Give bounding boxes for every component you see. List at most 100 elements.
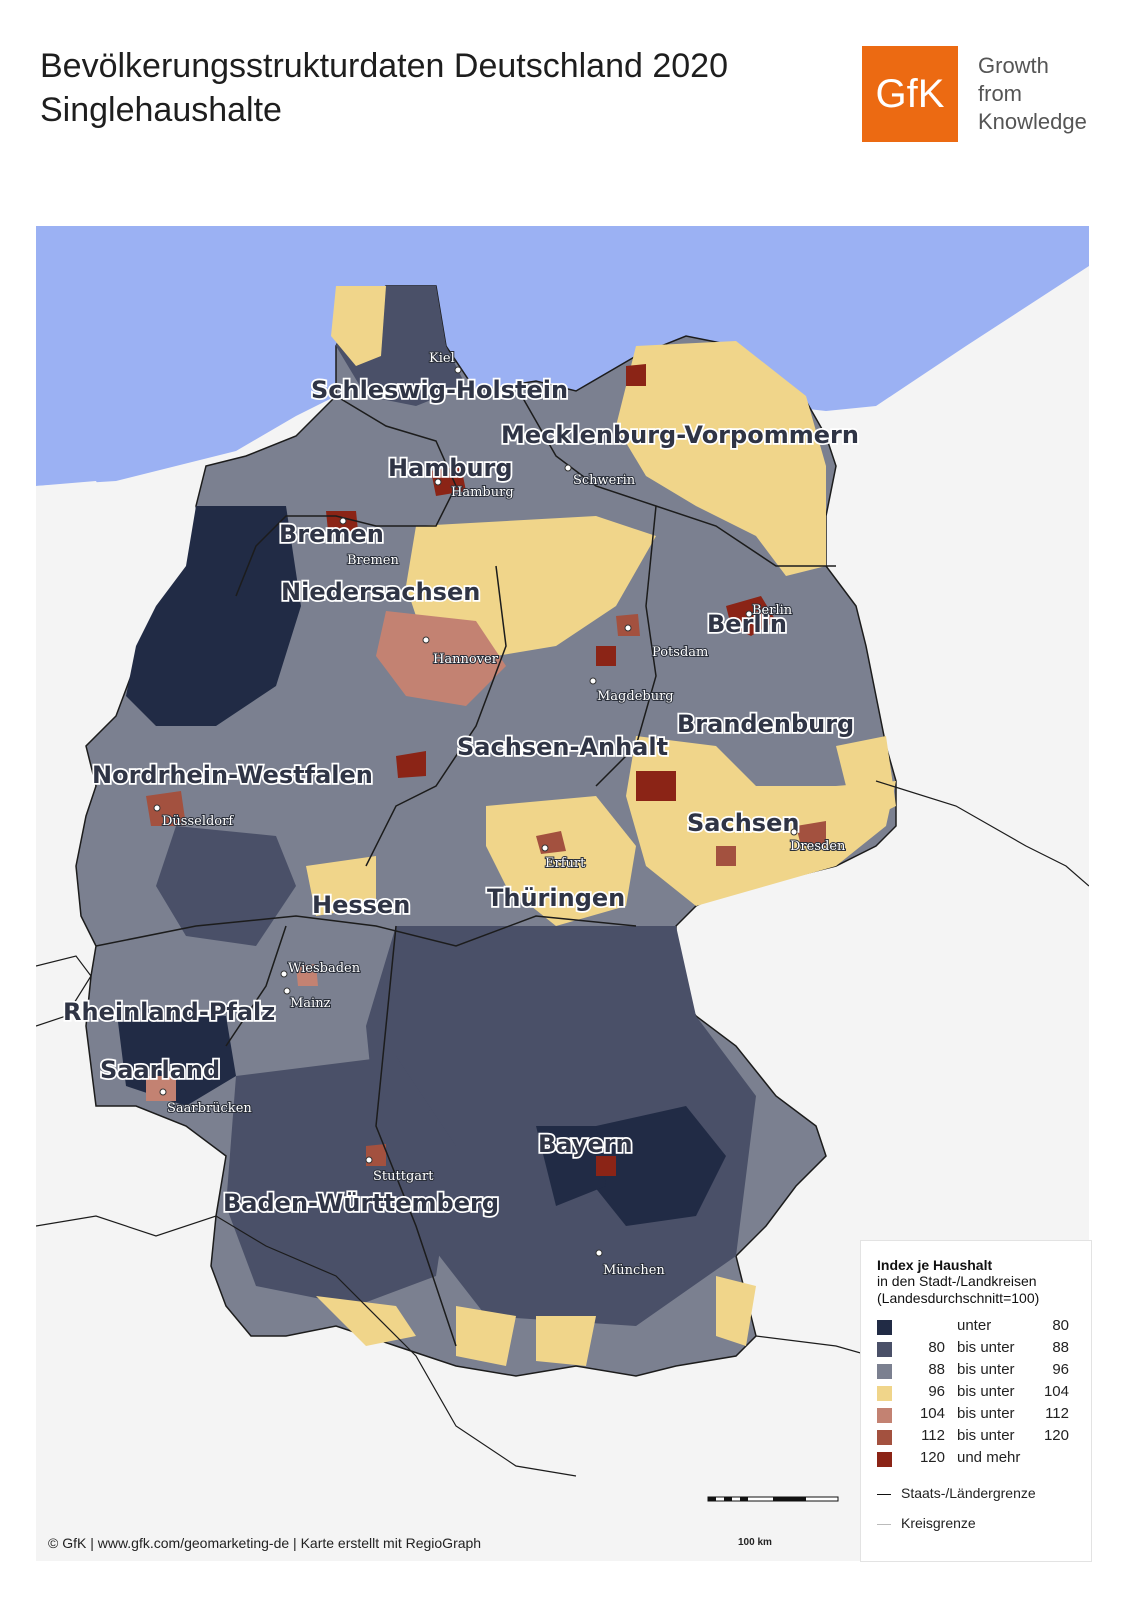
city-schwerin: Schwerin [573, 473, 636, 488]
city-dot-duesseldorf [153, 804, 161, 812]
legend-low: 112 [921, 1427, 945, 1444]
city-berlin: Berlin [752, 603, 793, 618]
legend-line-row: Staats-/Ländergrenze [877, 1485, 1077, 1515]
city-districts [146, 364, 826, 1176]
legend-low: 88 [928, 1361, 945, 1378]
legend-swatch [877, 1408, 892, 1423]
city-dot-wiesbaden [280, 970, 288, 978]
city-bremen: Bremen [347, 553, 399, 568]
tagline-line-1: Growth [978, 53, 1049, 78]
map-title: Bevölkerungsstrukturdaten Deutschland 20… [40, 44, 728, 132]
border-ch-at [36, 1215, 577, 1477]
city-dot-dresden [790, 828, 798, 836]
legend-mid: bis unter [957, 1427, 1015, 1444]
logo-mark: GfK [875, 72, 945, 116]
district-saarbruecken [146, 1076, 176, 1101]
scale-bar-seg-1 [708, 1497, 716, 1501]
legend-row: 88 bis unter 96 [877, 1361, 1077, 1383]
label-baden-wuerttemberg: Baden-Württemberg [223, 1189, 499, 1217]
border-rp-he [225, 925, 287, 1047]
region-berchtesgaden [716, 1276, 756, 1346]
city-erfurt: Erfurt [545, 856, 586, 871]
scale-bar-seg-2 [724, 1497, 732, 1501]
legend-row: 112 bis unter 120 [877, 1427, 1077, 1449]
city-mainz: Mainz [290, 996, 331, 1011]
legend-high: 88 [1052, 1339, 1069, 1356]
legend-line-row: Kreisgrenze [877, 1515, 1077, 1545]
legend-row: 80 bis unter 88 [877, 1339, 1077, 1361]
city-labels: Kiel Hamburg Schwerin Bremen Berlin Hann… [153, 350, 847, 1279]
legend-high: 104 [1043, 1383, 1069, 1400]
region-allgaeu [456, 1306, 516, 1366]
label-bayern: Bayern [538, 1130, 633, 1158]
district-koeln [146, 791, 186, 826]
region-vorpommern [616, 341, 826, 576]
district-muenchen [596, 1156, 616, 1176]
title-line-2: Singlehaushalte [40, 91, 282, 129]
scale-bar-seg-4 [773, 1497, 806, 1501]
tagline-line-3: Knowledge [978, 109, 1087, 134]
label-schleswig-holstein: Schleswig-Holstein [311, 376, 568, 404]
label-sachsen-anhalt: Sachsen-Anhalt [457, 733, 668, 761]
city-duesseldorf: Düsseldorf [162, 814, 234, 829]
region-lausitz [836, 736, 896, 826]
district-hamburg [431, 466, 466, 496]
district-chemnitz [716, 846, 736, 866]
border-lu-fr [36, 955, 92, 1027]
city-wiesbaden: Wiesbaden [288, 961, 361, 976]
city-stuttgart: Stuttgart [373, 1169, 434, 1184]
border-cz-pl [875, 780, 1089, 887]
legend-subtitle-1: in den Stadt-/Landkreisen [877, 1273, 1037, 1289]
legend-swatch [877, 1430, 892, 1445]
city-dot-bremen [339, 517, 347, 525]
city-dot-erfurt [541, 844, 549, 852]
title-line-1: Bevölkerungsstrukturdaten Deutschland 20… [40, 47, 728, 85]
legend-line-state-border [877, 1494, 891, 1495]
legend: Index je Haushalt in den Stadt-/Landkrei… [860, 1240, 1092, 1562]
city-dot-hannover [422, 636, 430, 644]
legend-swatch [877, 1320, 892, 1335]
region-thueringen [486, 796, 636, 926]
scale-label: 100 km [738, 1537, 772, 1548]
legend-subtitle-2: (Landesdurchschnitt=100) [877, 1290, 1040, 1306]
border-ni-st [365, 565, 507, 867]
legend-low: 104 [919, 1405, 945, 1422]
gfk-logo: GfK [862, 46, 958, 142]
legend-low: 96 [928, 1383, 945, 1400]
city-kiel: Kiel [429, 351, 455, 366]
region-bw [226, 1056, 456, 1306]
tagline-line-2: from [978, 81, 1022, 106]
legend-row: 96 bis unter 104 [877, 1383, 1077, 1405]
city-dot-magdeburg [589, 677, 597, 685]
district-rostock [626, 364, 646, 386]
legend-low: 80 [928, 1339, 945, 1356]
label-nordrhein-westfalen: Nordrhein-Westfalen [92, 761, 373, 789]
legend-mid: und mehr [957, 1449, 1021, 1466]
region-niederbayern [586, 1106, 726, 1226]
label-mecklenburg-vorpommern: Mecklenburg-Vorpommern [501, 421, 859, 449]
region-nordfriesland [331, 286, 386, 366]
region-emsland [126, 506, 301, 726]
state-labels: Schleswig-Holstein Mecklenburg-Vorpommer… [61, 374, 860, 1219]
region-sachsen [626, 736, 896, 906]
region-bodensee [316, 1296, 416, 1346]
legend-mid: bis unter [957, 1405, 1015, 1422]
legend-mid: bis unter [957, 1339, 1015, 1356]
legend-mid: bis unter [957, 1383, 1015, 1400]
legend-swatch [877, 1452, 892, 1467]
scale-bar [707, 1496, 839, 1502]
city-dot-muenchen [595, 1249, 603, 1257]
legend-title: Index je Haushalt [877, 1257, 993, 1273]
city-magdeburg: Magdeburg [597, 689, 674, 704]
city-dot-kiel [454, 366, 462, 374]
label-sachsen: Sachsen [687, 809, 799, 837]
city-dot-mainz [283, 987, 291, 995]
legend-high: 120 [1043, 1427, 1069, 1444]
logo-tagline: Growth from Knowledge [978, 52, 1087, 136]
region-ingolstadt [536, 1126, 606, 1206]
sea-area [36, 226, 1089, 486]
city-saarbruecken: Saarbrücken [167, 1101, 252, 1116]
legend-line-label: Staats-/Ländergrenze [901, 1485, 1036, 1501]
legend-line-label: Kreisgrenze [901, 1515, 976, 1531]
legend-mid: bis unter [957, 1361, 1015, 1378]
